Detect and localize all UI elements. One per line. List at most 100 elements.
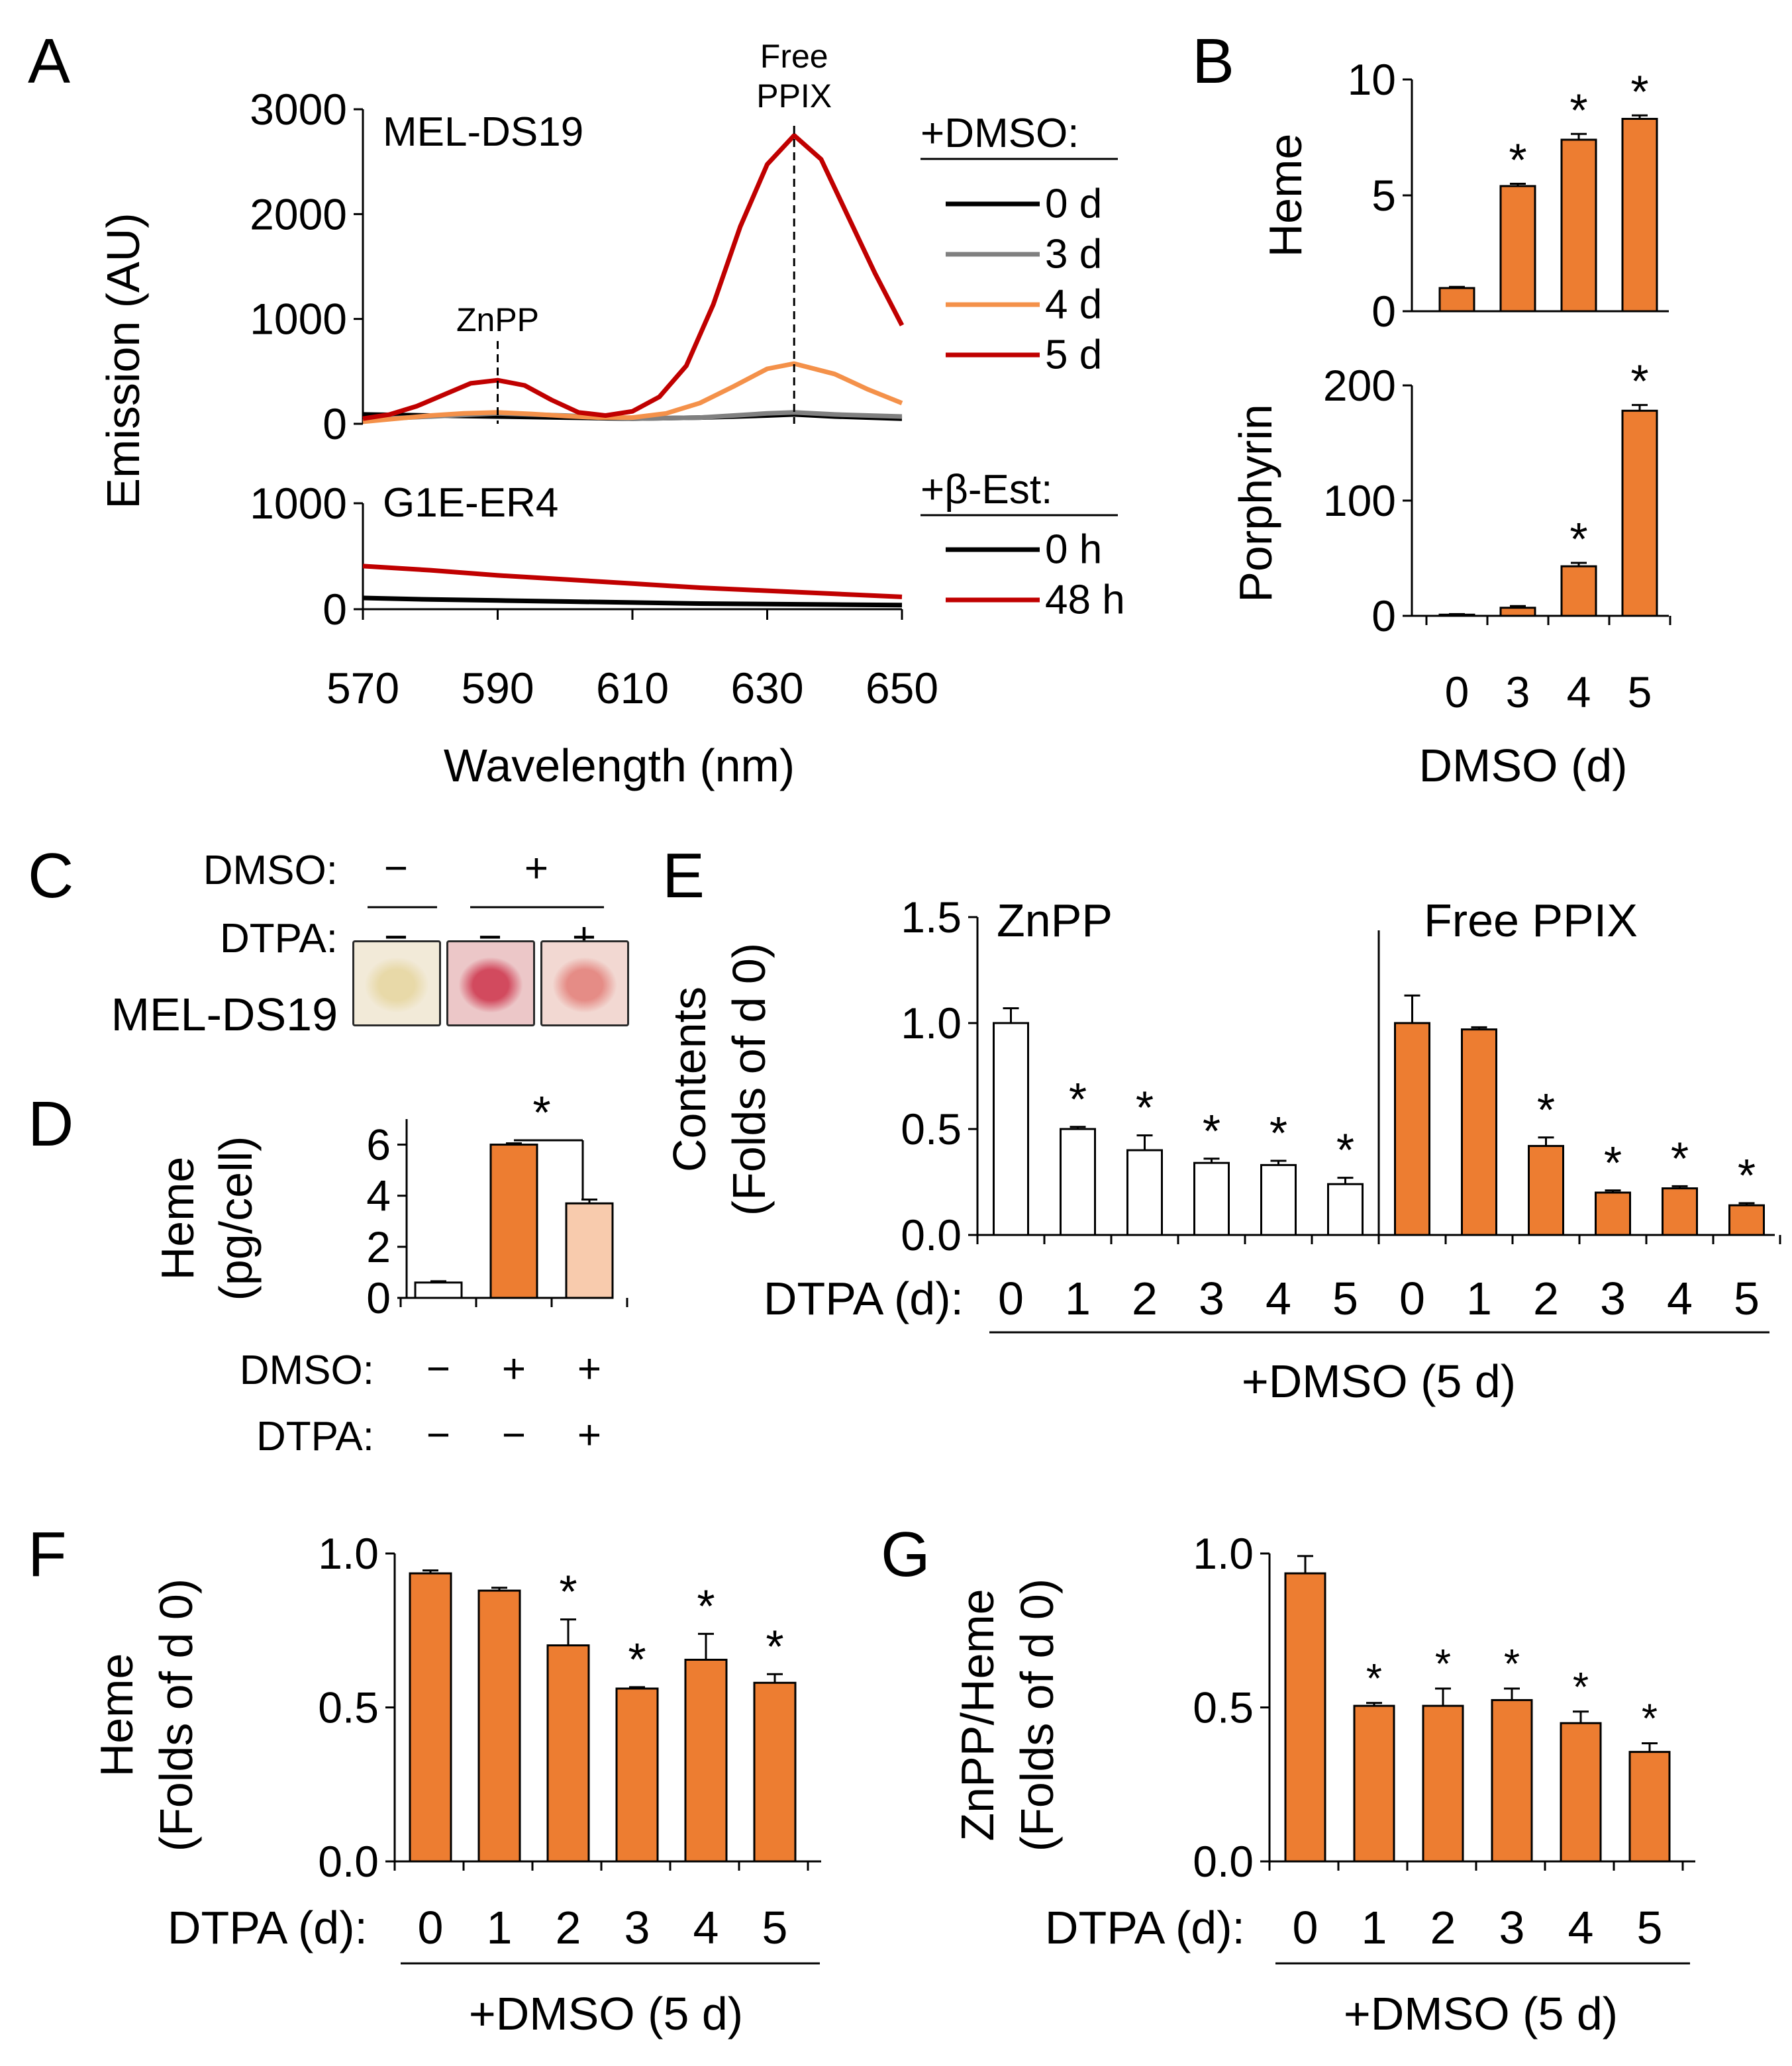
A-bottom-legend-title: +β-Est: [921, 467, 1052, 513]
A-marker-label-znpp: ZnPP [456, 301, 539, 338]
D-dtpa-sign: − [502, 1412, 526, 1458]
F-y-axis-title-line1: Heme [91, 1653, 142, 1777]
F-y-tick-label: 0.0 [318, 1837, 379, 1886]
C-dmso-sign: + [524, 846, 548, 891]
E-x-category-label: 5 [1734, 1273, 1760, 1324]
B-porphyrin-bar [1562, 566, 1596, 616]
C-row-label-dtpa: DTPA: [220, 916, 338, 961]
G-significance-star: * [1504, 1642, 1520, 1687]
E-free-ppix-bar [1462, 1030, 1497, 1235]
E-znpp-significance-star: * [1136, 1082, 1154, 1134]
B-x-category-label: 0 [1445, 667, 1469, 716]
A-x-tick-label: 650 [866, 664, 938, 713]
tube-image-dmso [446, 940, 535, 1026]
F-x-category-label: 4 [693, 1902, 719, 1953]
D-y-tick-label: 2 [366, 1222, 391, 1271]
A-bottom-legend-label: 0 h [1045, 527, 1102, 573]
F-significance-star: * [628, 1634, 646, 1685]
B-porphyrin-significance-star: * [1630, 356, 1648, 407]
G-bar [1630, 1752, 1669, 1861]
A-x-tick-label: 610 [596, 664, 669, 713]
E-free-ppix-bar [1663, 1189, 1697, 1235]
B-heme-y-tick-label: 10 [1348, 55, 1396, 104]
G-y-tick-label: 0.5 [1193, 1683, 1254, 1732]
G-bar [1561, 1723, 1601, 1861]
E-znpp-bar [994, 1023, 1028, 1235]
A-x-axis-title: Wavelength (nm) [444, 740, 795, 791]
B-heme-y-tick-label: 5 [1371, 171, 1396, 220]
E-y-axis-title-line2: (Folds of d 0) [723, 943, 775, 1216]
F-x-category-label: 5 [762, 1902, 788, 1953]
D-bar [491, 1145, 537, 1298]
G-x-category-label: 4 [1568, 1902, 1594, 1953]
panel-label-F: F [28, 1519, 67, 1590]
G-bar [1492, 1700, 1532, 1861]
F-y-tick-label: 0.5 [318, 1683, 379, 1732]
figure: A BCDEF G010002000300001000570 590 610 630 650… [0, 0, 1792, 2066]
D-bar [415, 1283, 462, 1298]
B-heme-y-axis-title: Heme [1260, 134, 1311, 258]
E-znpp-bar [1128, 1150, 1162, 1235]
E-x-category-label: 5 [1332, 1273, 1358, 1324]
E-group-label: +DMSO (5 d) [1242, 1355, 1516, 1407]
G-significance-star: * [1642, 1697, 1658, 1742]
E-znpp-bar [1061, 1129, 1095, 1235]
A-top-y-tick-label: 2000 [250, 189, 347, 238]
D-dtpa-sign: − [426, 1412, 450, 1458]
panel-label-B: B [1192, 26, 1234, 97]
E-free-ppix-significance-star: * [1537, 1084, 1555, 1136]
D-dmso-sign: − [426, 1346, 450, 1392]
F-bar [479, 1591, 520, 1861]
E-znpp-significance-star: * [1069, 1073, 1087, 1125]
A-top-legend-label: 0 d [1045, 181, 1102, 227]
F-significance-star: * [766, 1620, 783, 1672]
A-x-tick-label: 570 [326, 664, 399, 713]
F-significance-star: * [559, 1566, 577, 1618]
panel-label-G: G [881, 1519, 930, 1590]
A-cell-label-bottom: G1E-ER4 [383, 480, 558, 526]
B-heme-bar [1501, 186, 1535, 311]
tube-image-control [352, 940, 441, 1026]
B-heme-bar [1622, 119, 1657, 312]
A-x-tick-label: 590 [461, 664, 534, 713]
A-marker-label-free: Free [760, 38, 828, 75]
F-bar [410, 1573, 451, 1861]
E-x-category-label: 1 [1466, 1273, 1492, 1324]
E-series-label-znpp: ZnPP [997, 895, 1113, 946]
D-dmso-sign: + [577, 1346, 601, 1392]
F-group-label: +DMSO (5 d) [469, 1988, 743, 2040]
B-porphyrin-bar [1622, 411, 1657, 616]
D-y-tick-label: 6 [366, 1120, 391, 1169]
B-x-category-label: 3 [1506, 667, 1530, 716]
D-significance-star: * [532, 1087, 550, 1138]
E-x-category-label: 0 [1399, 1273, 1425, 1324]
tube-image-dmso-dtpa [540, 940, 629, 1026]
F-significance-star: * [697, 1580, 715, 1632]
G-y-axis-title-line1: ZnPP/Heme [952, 1589, 1003, 1841]
B-porphyrin-y-tick-label: 200 [1323, 361, 1396, 410]
C-row-label-dmso: DMSO: [203, 848, 338, 893]
A-cell-label-top: MEL-DS19 [383, 109, 583, 155]
G-bar [1354, 1706, 1394, 1861]
E-x-category-label: 3 [1600, 1273, 1626, 1324]
E-x-title: DTPA (d): [764, 1273, 964, 1324]
E-znpp-significance-star: * [1269, 1107, 1287, 1159]
panel-label-D: D [28, 1089, 74, 1159]
D-dtpa-sign: + [577, 1412, 601, 1458]
A-top-legend-label: 3 d [1045, 232, 1102, 277]
G-significance-star: * [1573, 1665, 1589, 1710]
G-significance-star: * [1366, 1656, 1382, 1702]
A-top-legend-label: 5 d [1045, 332, 1102, 378]
E-x-category-label: 2 [1533, 1273, 1559, 1324]
F-x-category-label: 1 [487, 1902, 513, 1953]
panel-label-E: E [662, 840, 705, 911]
G-x-category-label: 0 [1293, 1902, 1319, 1953]
D-bar [566, 1203, 613, 1298]
F-y-tick-label: 1.0 [318, 1529, 379, 1578]
E-y-tick-label: 0.5 [901, 1105, 962, 1154]
A-bottom-legend-label: 48 h [1045, 577, 1125, 623]
E-y-tick-label: 1.0 [901, 999, 962, 1048]
E-free-ppix-bar [1395, 1023, 1430, 1235]
F-bar [548, 1646, 589, 1861]
E-x-category-label: 3 [1199, 1273, 1224, 1324]
